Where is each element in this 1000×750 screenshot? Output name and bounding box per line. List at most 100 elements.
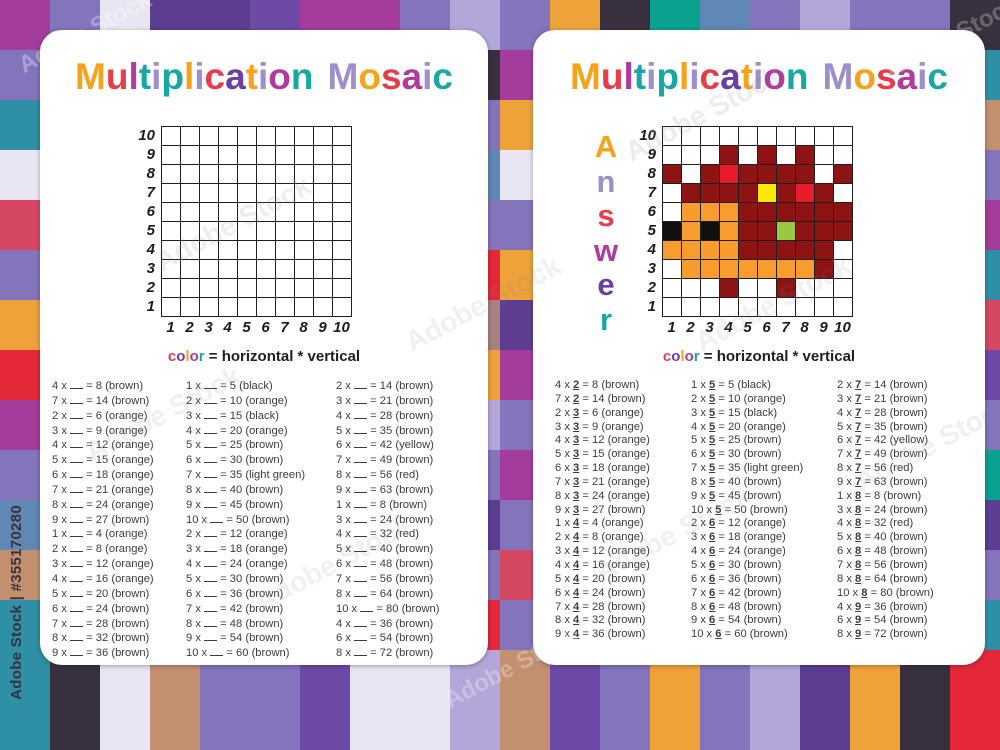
grid-cell bbox=[796, 146, 815, 165]
title-letter: i bbox=[689, 56, 700, 97]
problem-lhs: 5 x bbox=[336, 543, 355, 556]
answer-blank bbox=[70, 587, 84, 597]
answer-blank bbox=[70, 379, 84, 389]
grid-cell bbox=[276, 222, 295, 241]
grid-cell bbox=[200, 298, 219, 317]
problem-line: 8 x 7 = 56 (red) bbox=[837, 462, 934, 476]
title-letter: a bbox=[401, 56, 423, 97]
grid-cell bbox=[295, 127, 314, 146]
problem-line: 3 x 7 = 21 (brown) bbox=[837, 393, 934, 407]
problem-rhs: = 80 (brown) bbox=[373, 602, 440, 615]
grid-cell bbox=[701, 203, 720, 222]
grid-cell bbox=[238, 241, 257, 260]
legend-color-letter: o bbox=[176, 348, 186, 365]
title-letter: M bbox=[822, 56, 854, 97]
row-label: 2 bbox=[647, 279, 656, 296]
problem-line: 2 x 4 = 8 (orange) bbox=[555, 531, 650, 545]
problem-line: 5 x = 15 (orange) bbox=[52, 453, 154, 468]
grid-cell bbox=[701, 184, 720, 203]
problem-rhs: = 20 (brown) bbox=[83, 587, 150, 600]
grid-cell bbox=[181, 241, 200, 260]
problem-lhs: 2 x bbox=[186, 528, 205, 541]
problem-lhs: 4 x bbox=[186, 424, 205, 437]
problem-rhs: = 14 (brown) bbox=[861, 379, 928, 391]
problem-rhs: = 24 (brown) bbox=[83, 602, 150, 615]
answer-blank bbox=[204, 468, 218, 479]
problem-lhs: 8 x bbox=[336, 469, 355, 482]
problem-lhs: 8 x bbox=[186, 483, 205, 496]
problem-line: 8 x = 24 (orange) bbox=[52, 498, 154, 513]
answer-blank bbox=[70, 453, 84, 464]
problem-line: 5 x = 30 (brown) bbox=[186, 572, 305, 587]
grid-cell bbox=[739, 241, 758, 260]
grid-cell bbox=[162, 184, 181, 203]
problem-lhs: 9 x bbox=[555, 628, 574, 641]
grid-cell bbox=[739, 184, 758, 203]
grid-cell bbox=[701, 222, 720, 241]
problem-answer: 2 bbox=[573, 379, 580, 391]
col-label: 3 bbox=[705, 319, 714, 336]
problem-rhs: = 48 (brown) bbox=[861, 545, 928, 558]
problem-lhs: 7 x bbox=[186, 469, 205, 482]
problem-lhs: 7 x bbox=[837, 558, 856, 571]
problem-rhs: = 36 (brown) bbox=[367, 617, 434, 630]
row-label: 9 bbox=[146, 146, 155, 163]
grid-cell bbox=[796, 260, 815, 279]
title-letter: o bbox=[358, 56, 381, 97]
problem-line: 6 x 8 = 48 (brown) bbox=[837, 545, 934, 559]
problem-rhs: = 63 (brown) bbox=[861, 475, 928, 488]
problem-line: 5 x 6 = 30 (brown) bbox=[691, 559, 803, 573]
problem-answer: 8 bbox=[855, 517, 862, 530]
grid-cell bbox=[834, 279, 853, 298]
problem-rhs: = 50 (brown) bbox=[721, 503, 788, 516]
answer-blank bbox=[204, 572, 218, 582]
title-letter: n bbox=[290, 56, 314, 97]
problem-lhs: 5 x bbox=[186, 439, 205, 452]
title-letter: i bbox=[258, 56, 269, 97]
grid-cell bbox=[720, 146, 739, 165]
answer-blank bbox=[354, 557, 368, 568]
title-letter: t bbox=[740, 56, 754, 97]
problem-rhs: = 14 (brown) bbox=[367, 380, 434, 392]
grid-cell bbox=[238, 279, 257, 298]
problem-lhs: 10 x bbox=[691, 503, 716, 516]
problem-lhs: 5 x bbox=[52, 454, 71, 467]
row-label: 9 bbox=[647, 146, 656, 163]
problem-lhs: 7 x bbox=[52, 394, 71, 407]
problem-line: 3 x 6 = 18 (orange) bbox=[691, 531, 803, 545]
grid-cell bbox=[834, 203, 853, 222]
problem-rhs: = 18 (orange) bbox=[715, 531, 786, 544]
problem-line: 7 x 7 = 49 (brown) bbox=[837, 448, 934, 462]
problem-lhs: 2 x bbox=[691, 392, 710, 405]
problem-lhs: 4 x bbox=[186, 558, 205, 571]
problem-rhs: = 40 (brown) bbox=[367, 543, 434, 556]
grid-cell bbox=[238, 165, 257, 184]
grid-cell bbox=[796, 222, 815, 241]
problem-answer: 6 bbox=[709, 572, 716, 585]
col-label: 4 bbox=[223, 319, 232, 336]
problem-line: 8 x = 32 (brown) bbox=[52, 631, 154, 646]
title-letter: l bbox=[678, 56, 690, 97]
problem-rhs: = 12 (orange) bbox=[579, 434, 650, 447]
title-letter: t bbox=[138, 56, 152, 97]
problem-line: 4 x 8 = 32 (red) bbox=[837, 517, 934, 531]
row-label: 2 bbox=[146, 279, 155, 296]
problem-rhs: = 27 (brown) bbox=[579, 503, 646, 516]
problem-rhs: = 8 (brown) bbox=[579, 379, 640, 391]
grid-cell bbox=[295, 241, 314, 260]
problem-rhs: = 32 (red) bbox=[367, 528, 419, 541]
grid-cell bbox=[333, 222, 352, 241]
grid-cell bbox=[701, 279, 720, 298]
problem-line: 1 x 8 = 8 (brown) bbox=[837, 490, 934, 504]
problem-rhs: = 24 (brown) bbox=[579, 586, 646, 599]
grid-cell bbox=[739, 279, 758, 298]
grid-cell bbox=[815, 279, 834, 298]
problem-lhs: 6 x bbox=[52, 469, 71, 482]
grid-cell bbox=[295, 184, 314, 203]
grid-cell bbox=[219, 279, 238, 298]
problem-lhs: 8 x bbox=[186, 617, 205, 630]
problem-line: 6 x = 30 (brown) bbox=[186, 453, 305, 468]
problem-lhs: 3 x bbox=[837, 503, 856, 516]
grid-cell bbox=[314, 298, 333, 317]
